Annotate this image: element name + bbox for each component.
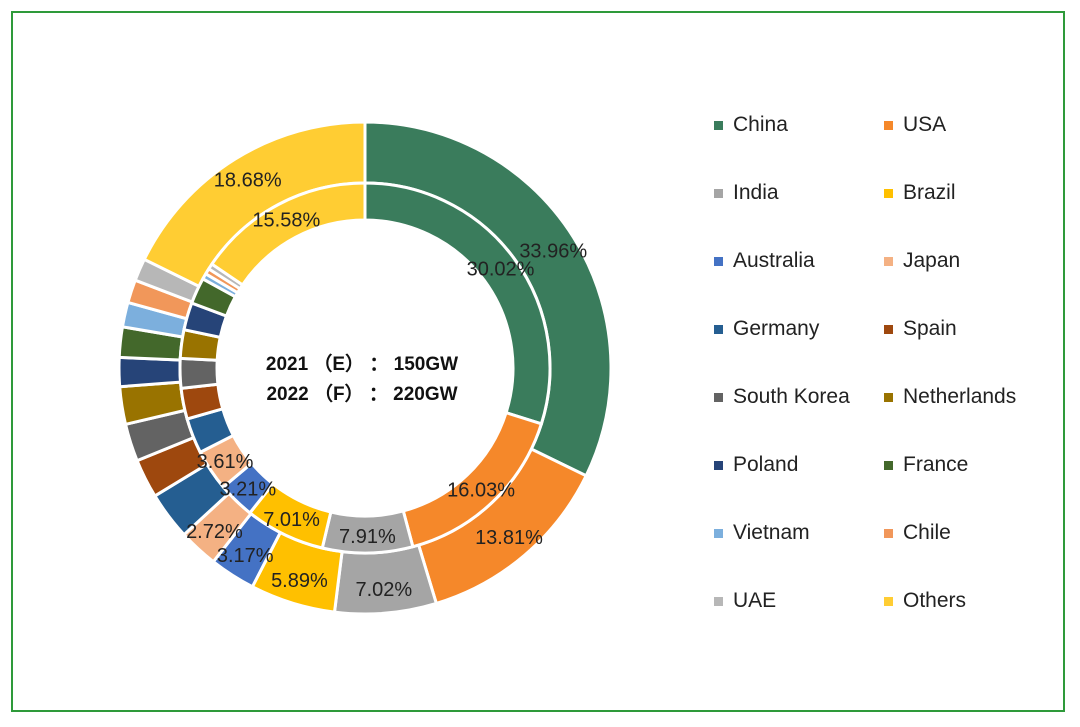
legend-label: Netherlands [903,385,1017,408]
center-label-2022: 2022 （F） ： 220GW [266,382,457,405]
legend-label: Vietnam [733,521,810,544]
legend-label: Poland [733,453,799,476]
outer-ring-2022 [117,120,613,616]
inner-slice-others [209,181,367,287]
legend-item-uae: UAE [714,584,776,618]
legend-label: South Korea [733,385,850,408]
legend-item-brazil: Brazil [884,176,956,210]
outer-label-others: 18.68% [214,170,282,192]
legend-item-usa: USA [884,108,946,142]
legend-label: Spain [903,317,957,340]
inner-label-brazil: 7.01% [263,509,320,531]
legend-item-china: China [714,108,788,142]
outer-slice-china [363,120,613,478]
legend-swatch [714,256,723,266]
legend-swatch [884,392,893,402]
legend-label: Japan [903,249,961,272]
legend-label: Others [903,589,967,612]
legend-swatch [714,392,723,402]
slice-labels: 30.02% 16.03% 7.91% 7.01% 3.21% 3.61% 15.58% 33… [186,170,587,602]
legend-item-south-korea: South Korea [714,380,850,414]
inner-label-others: 15.58% [252,210,320,232]
inner-ring-2021 [178,181,552,555]
legend-swatch [714,324,723,334]
legend-swatch [884,120,893,130]
outer-slice-poland [117,355,183,389]
legend-item-australia: Australia [714,244,815,278]
legend-item-japan: Japan [884,244,960,278]
outer-label-india: 7.02% [355,579,412,601]
legend-swatch [714,460,723,470]
legend-swatch [884,256,893,266]
inner-label-china: 30.02% [467,259,535,281]
legend-item-netherlands: Netherlands [884,380,1016,414]
legend-label: France [903,453,969,476]
legend-swatch [884,528,893,538]
legend-swatch [714,528,723,538]
legend-label: Germany [733,317,820,340]
legend-label: USA [903,113,947,136]
legend-label: India [733,181,779,204]
outer-label-australia: 3.17% [217,545,274,567]
legend-swatch [714,188,723,198]
legend-item-germany: Germany [714,312,819,346]
inner-label-india: 7.91% [339,526,396,548]
outer-label-japan: 2.72% [186,521,243,543]
legend-label: UAE [733,589,777,612]
legend-label: Australia [733,249,815,272]
legend-swatch [714,120,723,130]
legend-label: Brazil [903,181,956,204]
legend-item-france: France [884,448,968,482]
legend-item-chile: Chile [884,516,951,550]
inner-label-japan: 3.61% [197,451,254,473]
legend-item-poland: Poland [714,448,798,482]
outer-label-usa: 13.81% [475,527,543,549]
legend-swatch [884,596,893,606]
outer-label-china: 33.96% [519,240,587,262]
legend-item-others: Others [884,584,966,618]
inner-slice-south-korea [178,356,220,391]
legend-label: Chile [903,521,951,544]
center-label-2021: 2021 （E） ： 150GW [266,352,458,375]
legend-swatch [884,460,893,470]
legend-item-spain: Spain [884,312,957,346]
legend-swatch [714,596,723,606]
legend-label: China [733,113,788,136]
legend-item-vietnam: Vietnam [714,516,810,550]
legend-swatch [884,324,893,334]
inner-label-australia: 3.21% [219,478,276,500]
legend-swatch [884,188,893,198]
inner-label-usa: 16.03% [447,479,515,501]
legend-item-india: India [714,176,779,210]
outer-label-brazil: 5.89% [271,570,328,592]
